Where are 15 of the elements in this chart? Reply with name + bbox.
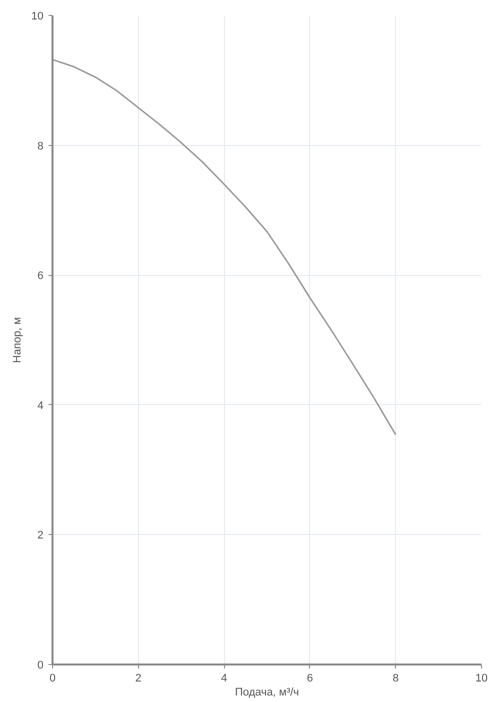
- x-axis-title: Подача, м³/ч: [234, 686, 300, 698]
- y-tick-label: 2: [37, 530, 44, 542]
- y-tick-label: 0: [37, 660, 44, 672]
- x-tick-label: 10: [475, 672, 488, 684]
- x-tick-label: 2: [135, 672, 142, 684]
- x-tick-label: 6: [306, 672, 313, 684]
- y-tick-label: 10: [31, 10, 44, 22]
- y-axis-title: Напор, м: [11, 317, 24, 363]
- y-tick-label: 6: [37, 270, 44, 282]
- x-tick-label: 0: [49, 672, 56, 684]
- x-tick-label: 4: [221, 672, 228, 684]
- y-tick-label: 8: [37, 140, 44, 152]
- x-tick-label: 8: [392, 672, 399, 684]
- y-tick-label: 4: [37, 400, 44, 412]
- line-series: [52, 58, 396, 436]
